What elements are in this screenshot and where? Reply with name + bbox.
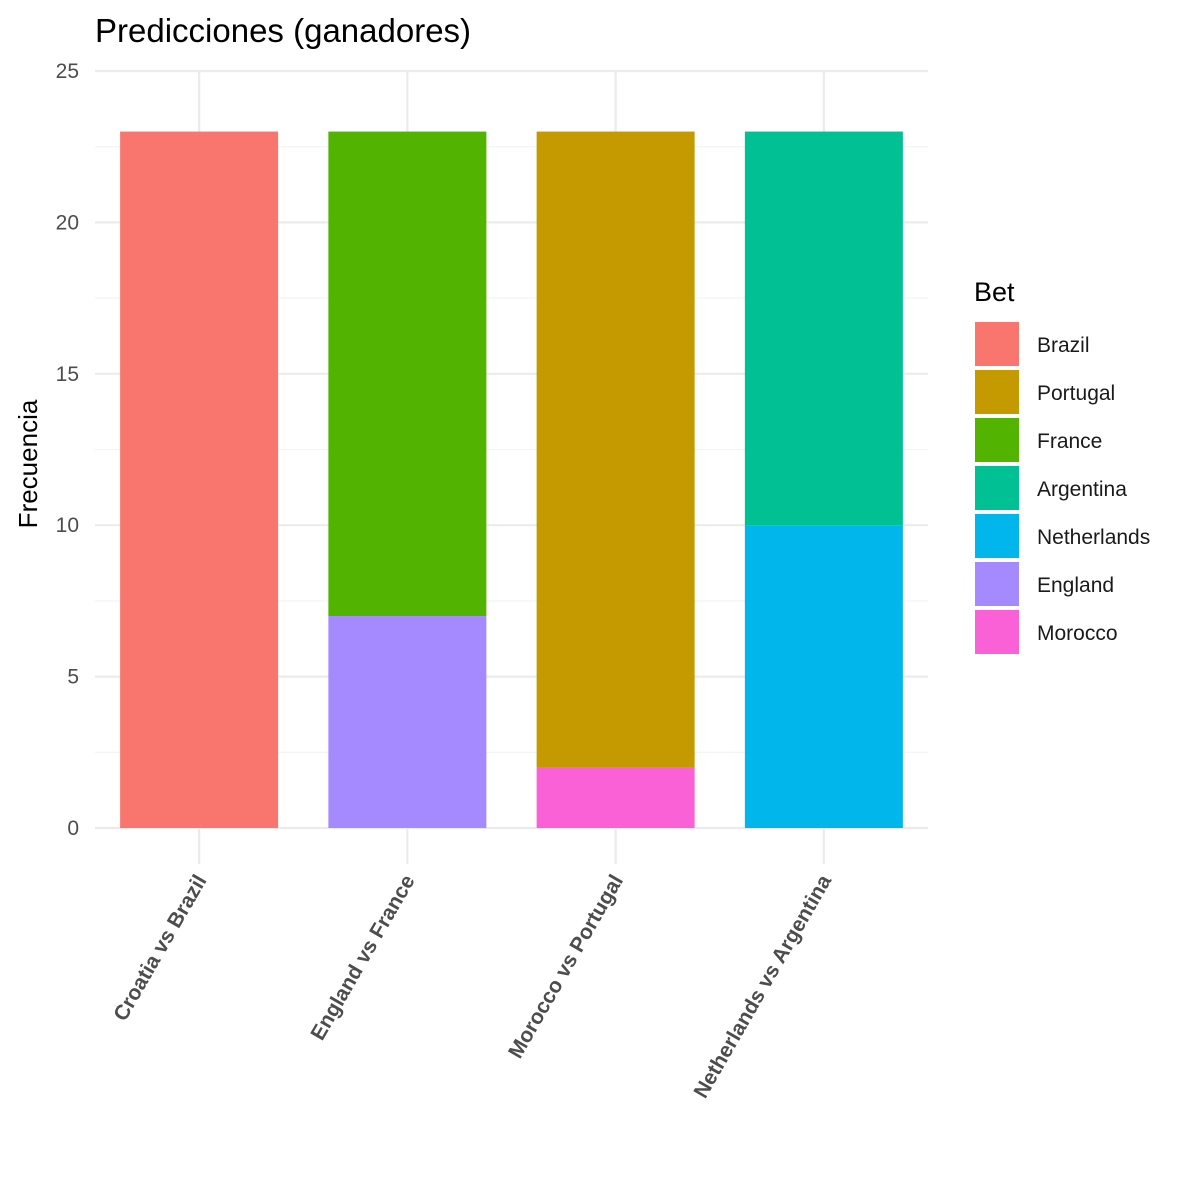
legend-key [975, 418, 1019, 462]
legend: Bet Brazil Portugal France Argentina Netherl… [974, 277, 1150, 654]
x-tick-label: England vs France [306, 871, 419, 1044]
bar-segment [744, 525, 903, 828]
x-tick-label: Morocco vs Portugal [504, 871, 628, 1062]
legend-label: Morocco [1037, 622, 1118, 645]
chart-title: Predicciones (ganadores) [95, 12, 471, 49]
y-axis-ticks: 0 5 10 15 20 25 [56, 60, 79, 840]
x-tick-label: Netherlands vs Argentina [689, 871, 836, 1102]
bar-segment [328, 131, 487, 617]
legend-title: Bet [974, 277, 1015, 307]
y-tick-label: 5 [67, 666, 79, 689]
bar-segment [536, 131, 695, 768]
y-tick-label: 15 [56, 363, 79, 386]
legend-key [975, 562, 1019, 606]
legend-key [975, 466, 1019, 510]
legend-key [975, 514, 1019, 558]
x-axis-ticks: Croatia vs Brazil England vs France Morocc… [109, 871, 836, 1102]
y-tick-label: 10 [56, 514, 79, 537]
legend-key [975, 322, 1019, 366]
legend-label: Netherlands [1037, 526, 1150, 549]
bar-segment [744, 131, 903, 526]
legend-key [975, 610, 1019, 654]
y-tick-label: 25 [56, 60, 79, 83]
y-tick-label: 20 [56, 211, 79, 234]
legend-label: Portugal [1037, 382, 1115, 405]
legend-label: France [1037, 430, 1102, 453]
legend-label: Argentina [1037, 478, 1127, 501]
bar-segment [120, 131, 279, 828]
y-axis-label: Frecuencia [13, 399, 43, 528]
x-tick-label: Croatia vs Brazil [109, 871, 211, 1025]
legend-label: England [1037, 574, 1114, 597]
bar-segment [536, 767, 695, 828]
legend-key [975, 370, 1019, 414]
y-tick-label: 0 [67, 817, 79, 840]
legend-label: Brazil [1037, 334, 1090, 357]
bar-segment [328, 616, 487, 828]
bars [120, 131, 903, 828]
